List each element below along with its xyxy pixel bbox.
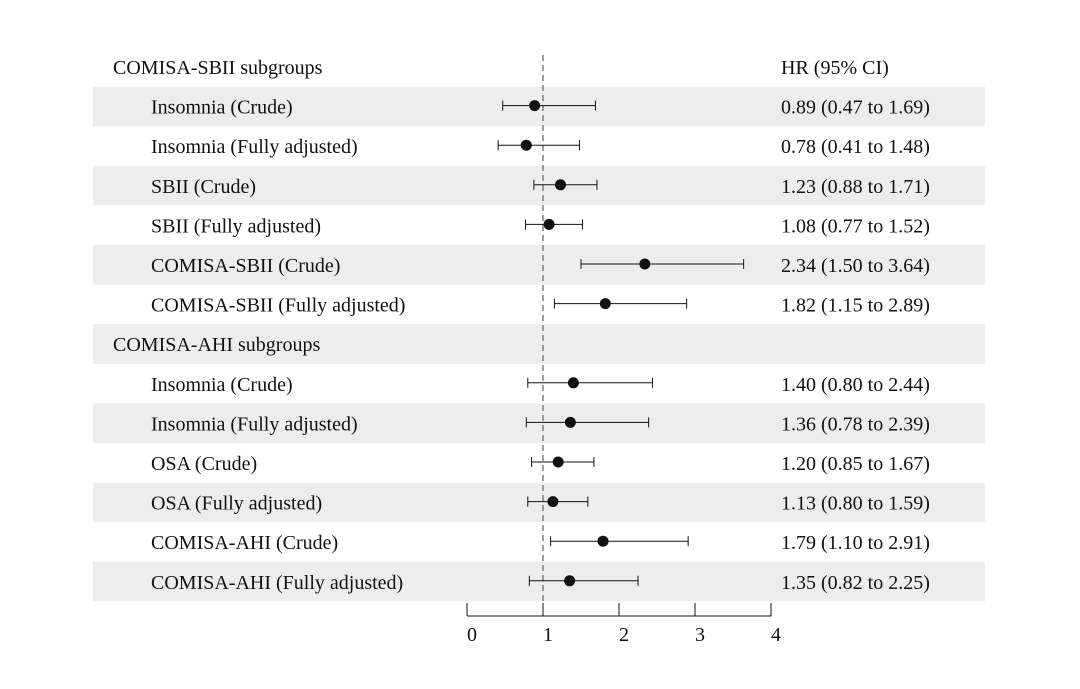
point-estimate xyxy=(552,456,564,468)
x-tick-label: 1 xyxy=(543,624,553,646)
point-estimate xyxy=(529,100,541,112)
hr-value: 1.36 (0.78 to 2.39) xyxy=(781,413,930,435)
row-label: Insomnia (Crude) xyxy=(151,374,293,396)
hr-value: 1.23 (0.88 to 1.71) xyxy=(781,176,930,198)
x-axis: 0 1 2 3 4 xyxy=(466,603,781,646)
hr-value: 1.79 (1.10 to 2.91) xyxy=(781,532,930,554)
row-stripe xyxy=(93,403,985,443)
row-label: SBII (Fully adjusted) xyxy=(151,215,321,237)
hr-column-header: HR (95% CI) xyxy=(781,57,889,79)
row-stripe xyxy=(93,482,985,523)
point-estimate xyxy=(567,377,579,389)
x-tick-label: 4 xyxy=(771,624,781,646)
x-tick-label: 2 xyxy=(619,624,629,646)
row-label: SBII (Crude) xyxy=(151,176,256,198)
hr-value: 1.20 (0.85 to 1.67) xyxy=(781,453,930,475)
point-estimate xyxy=(554,179,566,191)
point-estimate xyxy=(597,535,609,547)
x-tick-label: 3 xyxy=(695,624,705,646)
row-labels: HR (95% CI) COMISA-SBII subgroups Insomnia… xyxy=(113,57,930,594)
row-stripe xyxy=(93,165,985,206)
hr-value: 1.35 (0.82 to 2.25) xyxy=(781,572,930,594)
hr-value: 1.82 (1.15 to 2.89) xyxy=(781,295,930,317)
hr-value: 1.40 (0.80 to 2.44) xyxy=(781,374,930,396)
x-tick-label: 0 xyxy=(467,624,477,646)
row-label: COMISA-AHI (Crude) xyxy=(151,532,338,554)
point-estimate xyxy=(639,258,651,270)
hr-value: 0.89 (0.47 to 1.69) xyxy=(781,97,930,119)
hr-value: 0.78 (0.41 to 1.48) xyxy=(781,136,930,158)
row-stripe xyxy=(93,245,985,285)
row-label: Insomnia (Fully adjusted) xyxy=(151,136,358,158)
point-estimate xyxy=(564,575,576,587)
group-title: COMISA-SBII subgroups xyxy=(113,57,323,79)
estimates xyxy=(497,100,745,587)
row-label: Insomnia (Crude) xyxy=(151,97,293,119)
row-label: Insomnia (Fully adjusted) xyxy=(151,413,358,435)
row-label: OSA (Crude) xyxy=(151,453,257,475)
row-label: OSA (Fully adjusted) xyxy=(151,493,322,515)
point-estimate xyxy=(543,218,555,230)
row-stripe xyxy=(93,561,985,602)
row-label: COMISA-AHI (Fully adjusted) xyxy=(151,572,403,594)
hr-value: 1.08 (0.77 to 1.52) xyxy=(781,215,930,237)
point-estimate xyxy=(520,139,532,151)
hr-value: 2.34 (1.50 to 3.64) xyxy=(781,255,930,277)
point-estimate xyxy=(564,416,576,428)
point-estimate xyxy=(547,496,559,508)
point-estimate xyxy=(599,298,611,310)
row-stripes xyxy=(93,86,985,602)
group-title: COMISA-AHI subgroups xyxy=(113,334,320,356)
row-label: COMISA-SBII (Fully adjusted) xyxy=(151,295,405,317)
row-stripe xyxy=(93,324,985,364)
hr-value: 1.13 (0.80 to 1.59) xyxy=(781,493,930,515)
row-label: COMISA-SBII (Crude) xyxy=(151,255,340,277)
